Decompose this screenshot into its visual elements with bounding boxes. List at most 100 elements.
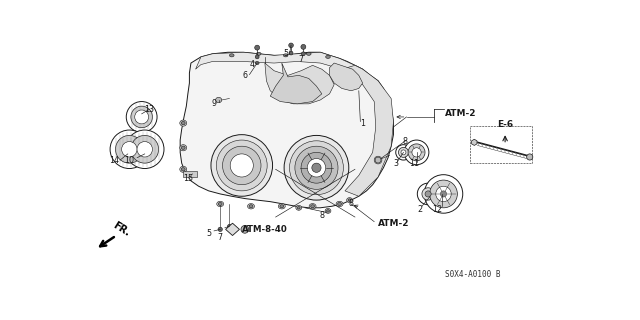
- Ellipse shape: [218, 227, 222, 231]
- Text: 1: 1: [360, 119, 365, 128]
- Ellipse shape: [401, 150, 406, 155]
- Ellipse shape: [180, 166, 187, 172]
- Polygon shape: [270, 63, 322, 104]
- Text: 6: 6: [243, 71, 247, 80]
- Text: 15: 15: [183, 174, 193, 183]
- Ellipse shape: [255, 61, 259, 65]
- Ellipse shape: [181, 168, 185, 171]
- Polygon shape: [196, 52, 363, 73]
- Text: ATM-2: ATM-2: [445, 109, 477, 118]
- Ellipse shape: [298, 207, 300, 209]
- Text: 8: 8: [319, 211, 324, 220]
- Ellipse shape: [347, 198, 353, 203]
- Ellipse shape: [295, 146, 338, 189]
- Ellipse shape: [301, 52, 305, 56]
- Ellipse shape: [249, 205, 253, 208]
- Ellipse shape: [284, 135, 349, 200]
- Ellipse shape: [289, 51, 293, 55]
- Text: 9: 9: [211, 99, 216, 108]
- Text: 8: 8: [349, 199, 354, 208]
- Ellipse shape: [278, 204, 285, 209]
- FancyBboxPatch shape: [183, 171, 197, 177]
- Ellipse shape: [422, 188, 435, 200]
- Ellipse shape: [181, 121, 185, 125]
- Ellipse shape: [307, 158, 326, 177]
- Ellipse shape: [126, 101, 157, 132]
- Ellipse shape: [216, 140, 267, 191]
- Ellipse shape: [230, 54, 234, 57]
- Ellipse shape: [255, 45, 260, 50]
- Polygon shape: [225, 223, 239, 236]
- Ellipse shape: [223, 146, 261, 185]
- Ellipse shape: [301, 152, 332, 183]
- Ellipse shape: [326, 55, 330, 59]
- Text: FR.: FR.: [111, 220, 131, 239]
- Text: 5: 5: [206, 229, 211, 238]
- Ellipse shape: [408, 144, 425, 161]
- Ellipse shape: [396, 145, 411, 160]
- Ellipse shape: [131, 135, 159, 163]
- Ellipse shape: [216, 97, 221, 103]
- Ellipse shape: [527, 154, 533, 160]
- Text: 5: 5: [283, 49, 288, 58]
- Ellipse shape: [110, 130, 148, 169]
- Ellipse shape: [115, 135, 143, 163]
- Polygon shape: [180, 52, 394, 208]
- Ellipse shape: [440, 191, 447, 197]
- Ellipse shape: [312, 163, 321, 172]
- Ellipse shape: [310, 205, 314, 208]
- Ellipse shape: [131, 106, 152, 128]
- Ellipse shape: [218, 203, 222, 205]
- Ellipse shape: [436, 186, 451, 202]
- Text: 7: 7: [298, 55, 303, 64]
- Ellipse shape: [289, 43, 293, 48]
- Ellipse shape: [135, 110, 148, 124]
- Ellipse shape: [336, 201, 343, 207]
- Ellipse shape: [307, 52, 311, 55]
- Ellipse shape: [296, 205, 301, 210]
- Polygon shape: [472, 139, 477, 145]
- Text: ATM-8-40: ATM-8-40: [242, 225, 287, 234]
- Text: 11: 11: [409, 159, 419, 168]
- Ellipse shape: [404, 140, 429, 165]
- Ellipse shape: [181, 146, 185, 149]
- Ellipse shape: [217, 201, 223, 207]
- Text: 4: 4: [250, 60, 255, 69]
- Ellipse shape: [211, 135, 273, 196]
- Text: 7: 7: [218, 233, 223, 242]
- Ellipse shape: [424, 175, 463, 213]
- Ellipse shape: [412, 148, 421, 157]
- Polygon shape: [342, 65, 394, 196]
- Text: ATM-2: ATM-2: [378, 219, 410, 228]
- Ellipse shape: [425, 191, 431, 197]
- Ellipse shape: [180, 145, 187, 151]
- Ellipse shape: [348, 199, 351, 201]
- Polygon shape: [330, 63, 363, 91]
- Ellipse shape: [301, 44, 306, 49]
- Text: 8: 8: [403, 137, 408, 146]
- Ellipse shape: [284, 54, 288, 57]
- Ellipse shape: [280, 205, 284, 208]
- Ellipse shape: [227, 224, 232, 228]
- Ellipse shape: [429, 180, 458, 208]
- Ellipse shape: [326, 210, 330, 212]
- Ellipse shape: [399, 147, 408, 157]
- Ellipse shape: [122, 141, 137, 157]
- Ellipse shape: [241, 226, 249, 233]
- Text: 13: 13: [145, 105, 154, 114]
- Ellipse shape: [375, 157, 381, 163]
- Ellipse shape: [180, 120, 187, 126]
- Ellipse shape: [417, 183, 439, 205]
- Ellipse shape: [248, 204, 255, 209]
- Text: S0X4-A0100 B: S0X4-A0100 B: [445, 269, 500, 278]
- Ellipse shape: [325, 208, 331, 213]
- Ellipse shape: [255, 55, 259, 59]
- Text: E-6: E-6: [497, 120, 513, 129]
- Ellipse shape: [230, 154, 253, 177]
- Ellipse shape: [289, 141, 344, 195]
- Ellipse shape: [137, 141, 152, 157]
- Text: 3: 3: [393, 159, 398, 168]
- Ellipse shape: [309, 204, 316, 209]
- Ellipse shape: [374, 156, 382, 164]
- Ellipse shape: [257, 52, 261, 55]
